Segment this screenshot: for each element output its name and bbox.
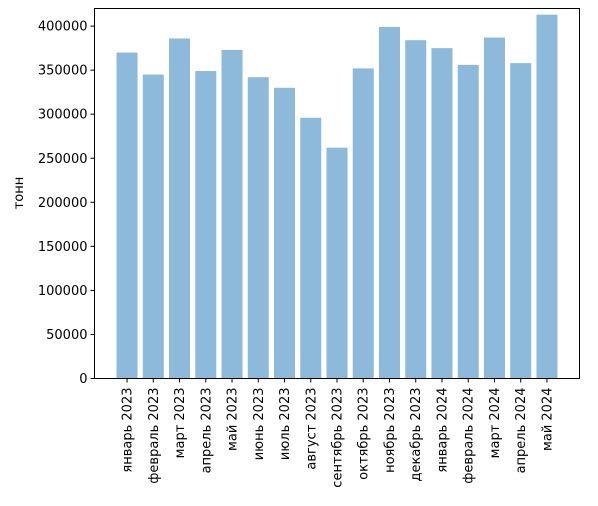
bar (169, 38, 191, 379)
y-tick-label: 100000 (38, 284, 88, 299)
x-tick-label: январь 2024 (435, 388, 450, 473)
y-tick-label: 200000 (38, 196, 88, 211)
x-tick-label: август 2023 (304, 388, 319, 470)
bar (300, 117, 322, 379)
x-tick-label: февраль 2023 (147, 388, 162, 484)
plot-frame (94, 8, 580, 379)
bar (457, 64, 479, 379)
bar (116, 52, 138, 379)
y-axis-label: тонн (12, 177, 27, 210)
x-tick-label: ноябрь 2023 (383, 388, 398, 473)
x-tick-label: октябрь 2023 (357, 388, 372, 480)
y-tick-label: 300000 (38, 108, 88, 123)
y-tick-label: 150000 (38, 240, 88, 255)
y-tick-label: 400000 (38, 20, 88, 35)
x-tick-label: май 2023 (226, 388, 241, 451)
x-tick-label: январь 2023 (121, 388, 136, 473)
bar (247, 77, 269, 379)
y-tick-label: 250000 (38, 152, 88, 167)
bars-group (116, 14, 558, 379)
bar (142, 74, 164, 379)
bar (483, 37, 505, 379)
x-tick-label: июнь 2023 (252, 388, 267, 461)
bar (221, 49, 243, 379)
x-tick-label: декабрь 2023 (409, 388, 424, 482)
y-tick-label: 50000 (46, 328, 87, 343)
bar (510, 63, 532, 379)
bar (195, 71, 217, 379)
bar (326, 147, 348, 379)
bar (405, 40, 427, 379)
x-tick-label: март 2023 (173, 388, 188, 459)
x-tick-label: сентябрь 2023 (331, 388, 346, 488)
bar (536, 14, 558, 379)
y-axis: 0 50000 100000 150000 200000 250000 300000 3500… (38, 20, 95, 387)
x-tick-label: февраль 2024 (462, 388, 477, 484)
x-axis: январь 2023 февраль 2023 март 2023 апрель 2… (121, 378, 555, 488)
x-tick-label: июль 2023 (278, 388, 293, 461)
bar (352, 68, 374, 379)
bar (378, 27, 400, 379)
bar (431, 48, 453, 379)
y-tick-label: 0 (79, 372, 87, 387)
x-tick-label: апрель 2024 (514, 388, 529, 474)
x-tick-label: апрель 2023 (199, 388, 214, 474)
y-tick-label: 350000 (38, 64, 88, 79)
x-tick-label: май 2024 (540, 388, 555, 451)
x-tick-label: март 2024 (488, 388, 503, 459)
bar (274, 87, 296, 379)
